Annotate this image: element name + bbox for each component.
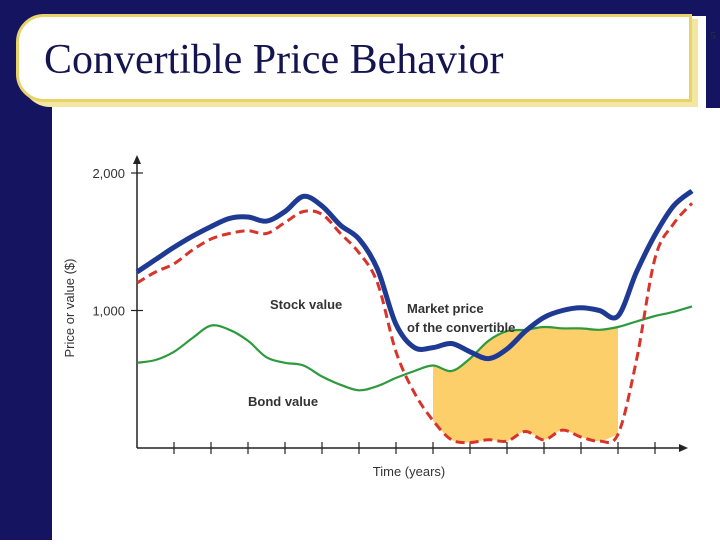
y-tick-label: 2,000 bbox=[92, 166, 125, 181]
market-price-label-line2: of the convertible bbox=[407, 320, 515, 335]
x-ticks bbox=[173, 442, 656, 454]
market-price-line bbox=[135, 188, 694, 362]
stock-value-line bbox=[136, 202, 694, 445]
chart-svg: 1,000 2,000 Stock value Market price of t… bbox=[62, 155, 694, 479]
top-band bbox=[0, 0, 720, 16]
y-ticks: 1,000 2,000 bbox=[92, 166, 143, 319]
bond-value-line bbox=[136, 305, 693, 392]
bond-value-label: Bond value bbox=[248, 394, 318, 409]
x-axis-arrow bbox=[679, 444, 688, 452]
y-tick-label: 1,000 bbox=[92, 304, 125, 319]
slide-number: 5 bbox=[710, 30, 717, 42]
x-axis-title: Time (years) bbox=[373, 464, 445, 479]
stock-value-label: Stock value bbox=[270, 297, 342, 312]
title-box bbox=[16, 14, 692, 102]
slide-title: Convertible Price Behavior bbox=[44, 37, 504, 83]
chart-area: 1,000 2,000 Stock value Market price of t… bbox=[52, 108, 720, 540]
right-band bbox=[706, 0, 720, 108]
y-axis-title: Price or value ($) bbox=[62, 259, 77, 358]
market-price-label-line1: Market price bbox=[407, 301, 484, 316]
y-axis-arrow bbox=[133, 155, 141, 164]
